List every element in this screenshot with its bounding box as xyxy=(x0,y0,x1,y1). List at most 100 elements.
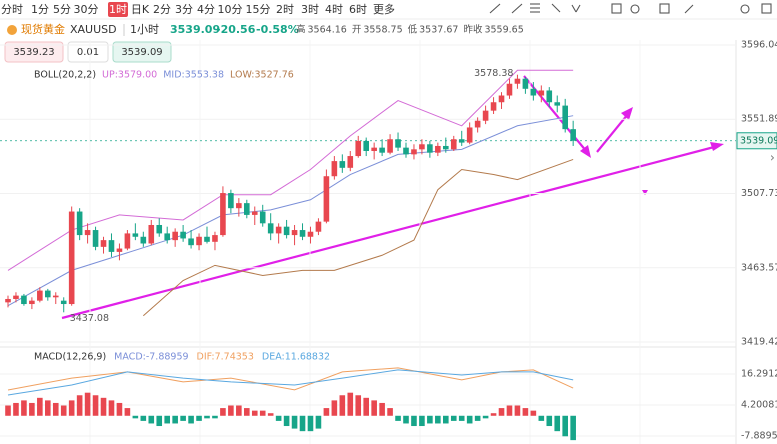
macd-bar xyxy=(92,395,99,416)
candle-body xyxy=(100,240,107,247)
candle-body xyxy=(21,295,27,305)
candle-body xyxy=(156,224,163,234)
macd-bar xyxy=(339,395,346,416)
candle-body xyxy=(172,231,178,241)
sell-box[interactable] xyxy=(4,41,64,63)
candle-body xyxy=(562,105,568,130)
macd-bar xyxy=(379,402,385,416)
macd-bar xyxy=(156,415,163,427)
candle-body xyxy=(570,129,576,141)
period-tab[interactable]: 日K xyxy=(131,3,150,16)
macd-bar xyxy=(76,395,83,416)
candle-body xyxy=(482,110,489,121)
period-tab[interactable]: 3时 xyxy=(301,3,319,16)
period-tab[interactable]: 5分 xyxy=(53,3,71,16)
period-tab[interactable]: 30分 xyxy=(74,3,99,16)
candle-body xyxy=(466,127,473,143)
period-tab[interactable]: 10分 xyxy=(218,3,243,16)
period-tab[interactable]: 2分 xyxy=(153,3,171,16)
candle-body xyxy=(458,139,465,143)
stat-label: 高 xyxy=(296,24,306,36)
chevron[interactable]: › xyxy=(770,151,775,165)
candle-body xyxy=(108,240,115,252)
candle-body xyxy=(180,231,186,239)
macd-bar xyxy=(251,410,258,416)
candle-body xyxy=(554,102,561,106)
macd-bar xyxy=(291,415,298,429)
stat-value: 3558.75 xyxy=(363,25,402,36)
candle-body xyxy=(355,140,362,157)
period-tab[interactable]: 4时 xyxy=(325,3,343,16)
candle-body xyxy=(236,203,242,209)
macd-bar xyxy=(220,408,226,416)
macd-tick-label: 16.29122 xyxy=(741,369,777,380)
more-menu[interactable]: 更多 xyxy=(373,2,395,16)
candle-body xyxy=(427,144,433,153)
candle-body xyxy=(323,176,330,222)
drawing-tools[interactable] xyxy=(489,3,772,14)
order-input[interactable]: 3539.23 xyxy=(13,47,54,58)
candle-body xyxy=(315,221,322,232)
candle-body xyxy=(435,145,441,153)
macd-bar xyxy=(21,400,27,416)
candle-body xyxy=(29,300,35,305)
macd-bar xyxy=(570,415,576,441)
macd-bar xyxy=(347,392,354,416)
macd-bar xyxy=(204,415,210,419)
candle-body xyxy=(124,233,131,249)
candle-body xyxy=(140,236,147,244)
period-tab[interactable]: 1分 xyxy=(31,3,49,16)
period-tab[interactable]: 1时 xyxy=(109,3,127,16)
boll-line xyxy=(7,115,574,307)
macd-bar xyxy=(52,402,59,416)
boll-line xyxy=(142,158,574,317)
macd-bar xyxy=(212,415,218,419)
candle-body xyxy=(474,120,481,128)
candle-body xyxy=(188,238,194,246)
order-input[interactable]: 0.01 xyxy=(77,47,99,58)
macd-bar xyxy=(323,408,330,416)
macd-bar xyxy=(259,410,266,416)
candle-body xyxy=(45,290,51,298)
macd-tick-label: -7.88959 xyxy=(741,431,777,442)
period-tab[interactable]: 分时 xyxy=(1,3,23,16)
macd-bar xyxy=(371,400,377,416)
macd-bar xyxy=(530,410,537,416)
period-tab[interactable]: 15分 xyxy=(246,3,271,16)
lot-box[interactable] xyxy=(67,41,109,63)
order-input[interactable]: 3539.09 xyxy=(121,47,162,58)
candle-body xyxy=(68,211,75,305)
candle-body xyxy=(522,78,529,89)
candle-body xyxy=(538,90,545,96)
symbol-name: 现货黄金 xyxy=(21,22,65,36)
macd-bar xyxy=(522,408,529,416)
candle-body xyxy=(76,211,83,236)
macd-bar xyxy=(196,415,202,421)
buy-box[interactable] xyxy=(112,41,172,63)
macd-bar xyxy=(490,413,497,416)
macd-bar xyxy=(435,415,441,424)
macd-legend: MACD(12,26,9) xyxy=(34,352,106,363)
macd-bar xyxy=(427,415,433,424)
period-tab[interactable]: 3分 xyxy=(175,3,193,16)
candle-body xyxy=(267,223,274,234)
period-tab[interactable]: 2时 xyxy=(276,3,294,16)
macd-bar xyxy=(172,415,178,424)
candle-body xyxy=(116,248,123,252)
candle-body xyxy=(387,139,393,153)
stat-label: 昨收 xyxy=(463,24,483,36)
macd-bar xyxy=(116,402,123,416)
stat-label: 低 xyxy=(408,24,418,36)
macd-bar xyxy=(331,400,338,416)
period-tab[interactable]: 4分 xyxy=(197,3,215,16)
candle-body xyxy=(283,226,290,236)
candle-body xyxy=(164,233,170,241)
macd-bar xyxy=(68,400,75,416)
candle-body xyxy=(196,236,202,246)
macd-bar xyxy=(482,415,489,419)
macd-bar xyxy=(283,415,290,427)
macd-bar xyxy=(188,415,194,424)
candle-body xyxy=(443,145,449,150)
period-tab[interactable]: 6时 xyxy=(349,3,367,16)
